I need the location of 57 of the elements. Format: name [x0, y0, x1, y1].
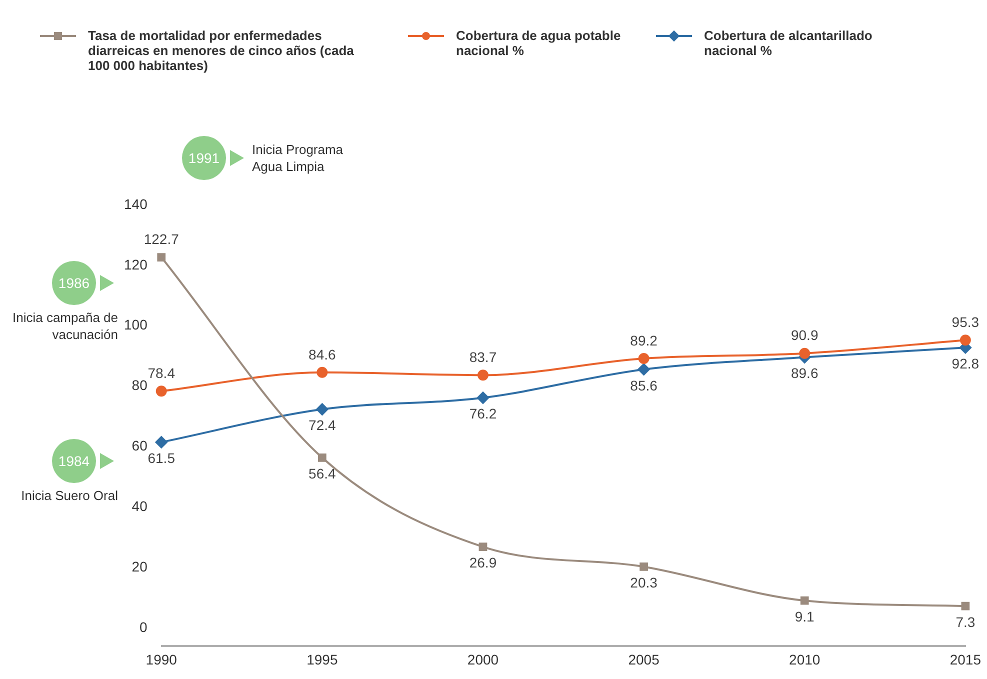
data-label: 56.4	[308, 465, 336, 482]
point	[316, 366, 328, 378]
point	[961, 602, 970, 610]
y-tick-label: 40	[132, 498, 148, 514]
point	[318, 453, 326, 462]
data-label: 122.7	[144, 231, 180, 248]
y-tick-label: 60	[132, 438, 148, 454]
point	[155, 436, 168, 448]
x-tick-label: 2005	[628, 651, 660, 668]
point	[316, 403, 328, 416]
x-tick-label: 2010	[789, 651, 820, 668]
text: Inicia campaña de vacunación	[11, 309, 118, 343]
data-label: 7.3	[956, 614, 976, 630]
data-label: 84.6	[308, 346, 336, 362]
x-tick-label: 2015	[950, 651, 982, 668]
x-tick-label: 1990	[146, 651, 178, 668]
data-label: 76.2	[469, 406, 497, 422]
data-label: 90.9	[790, 327, 818, 344]
point	[476, 392, 489, 404]
point	[800, 596, 809, 605]
data-label: 20.3	[630, 574, 658, 591]
point	[640, 562, 648, 571]
point	[799, 348, 810, 359]
point	[157, 253, 166, 262]
x-tick-label: 1995	[306, 651, 338, 668]
point	[960, 334, 971, 346]
point	[156, 386, 167, 397]
y-tick-label: 0	[140, 618, 148, 635]
y-tick-label: 100	[124, 316, 148, 333]
data-label: 9.1	[794, 608, 815, 624]
data-label: 26.9	[469, 554, 497, 571]
year-badge: 1991	[182, 136, 226, 180]
year-badge: 1986	[52, 261, 96, 305]
data-label: 92.8	[952, 355, 980, 372]
data-label: 95.3	[952, 314, 980, 330]
data-label: 89.2	[630, 332, 658, 348]
legend-label: Cobertura de agua potable nacional %	[456, 28, 622, 58]
legend-label: Tasa de mortalidad por enfermedades diarreicas en menores de cinco años (cada 100 000 habitantes)	[88, 28, 355, 73]
data-label: 89.6	[790, 365, 818, 382]
data-label: 61.5	[148, 450, 176, 466]
year-badge: 1984	[52, 439, 96, 483]
y-tick-label: 20	[132, 558, 148, 574]
legend-label: Cobertura de alcantarillado nacional %	[704, 28, 874, 58]
text: Inicia Programa Agua Limpia	[252, 141, 344, 175]
data-label: 83.7	[469, 348, 497, 365]
x-tick-label: 2000	[467, 651, 499, 668]
point	[638, 363, 650, 376]
y-tick-label: 140	[124, 196, 148, 212]
point	[638, 353, 650, 364]
data-label: 85.6	[630, 377, 658, 394]
y-tick-label: 80	[132, 377, 148, 394]
point	[477, 370, 488, 381]
point	[478, 542, 488, 551]
y-tick-label: 120	[124, 256, 148, 272]
data-label: 78.4	[148, 365, 176, 382]
data-label: 72.4	[308, 417, 336, 434]
text: Inicia Suero Oral	[20, 487, 118, 504]
